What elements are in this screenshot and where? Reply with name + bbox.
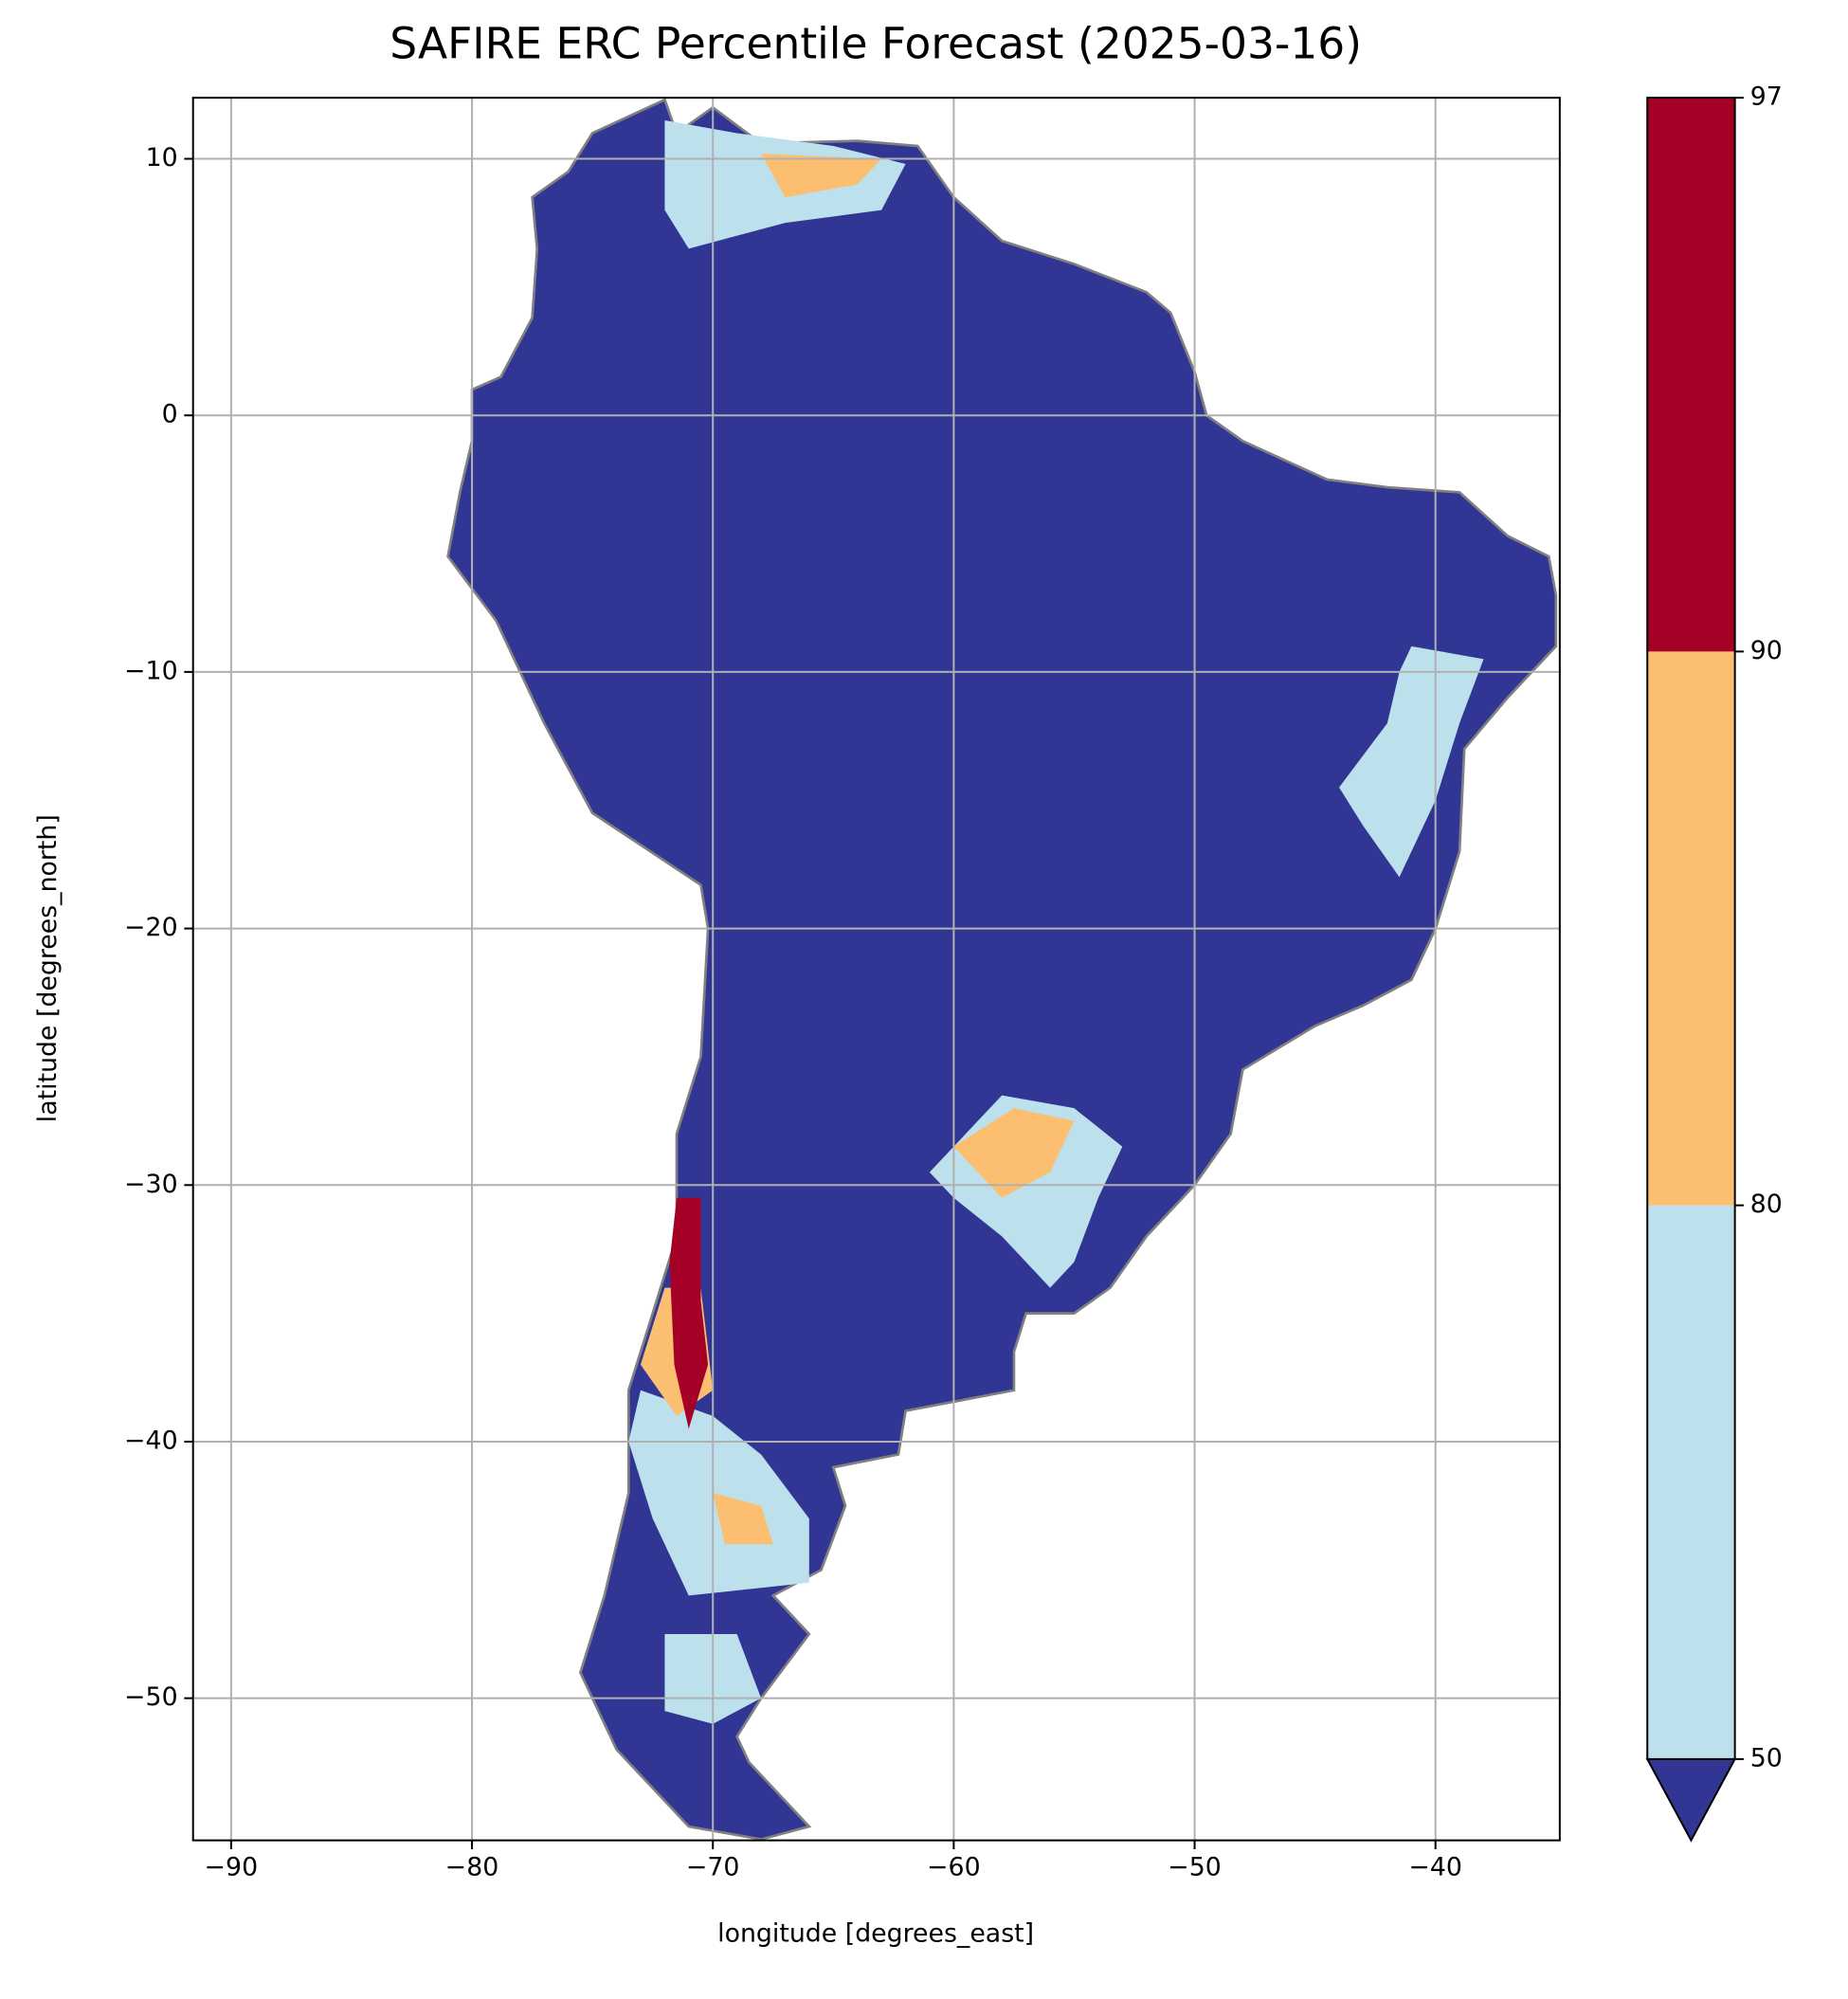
map-region (669, 1197, 709, 1429)
x-tick-label: −90 (205, 1853, 258, 1882)
y-tick-label: 10 (146, 143, 178, 173)
y-axis-label: latitude [degrees_north] (33, 814, 63, 1122)
colorbar-tick-label: 80 (1750, 1190, 1783, 1219)
y-tick-label: −10 (124, 656, 178, 685)
colorbar-under (1645, 1757, 1737, 1843)
map-region (1339, 645, 1484, 878)
y-tick-label: −30 (124, 1170, 178, 1199)
map-region (761, 154, 882, 198)
map-region (953, 1108, 1075, 1198)
y-tick-label: 0 (162, 400, 178, 429)
x-tick-label: −80 (445, 1853, 498, 1882)
colorbar: 50 80 90 97 (1645, 82, 1783, 1843)
ticks: −90 −80 −70 −60 −50 −40 −50 −40 −30 −20 −10 0 10 (124, 143, 1462, 1882)
colorbar-tick-label: 97 (1750, 82, 1783, 112)
grid (192, 98, 1560, 1841)
axes-frame (191, 97, 1561, 1842)
y-tick-label: −20 (124, 913, 178, 942)
colorbar-segment (1647, 651, 1735, 1206)
x-tick-label: −40 (1408, 1853, 1462, 1882)
x-tick-label: −50 (1168, 1853, 1221, 1882)
map-region (446, 98, 1558, 1841)
colorbar-frame (1646, 97, 1736, 1760)
colorbar-segment (1647, 98, 1735, 652)
colorbar-segment (1647, 1205, 1735, 1759)
colorbar-tick-label: 50 (1750, 1743, 1783, 1772)
colorbar-tick-label: 90 (1750, 636, 1783, 665)
map-area (446, 98, 1558, 1841)
y-tick-label: −40 (124, 1426, 178, 1455)
x-axis-label: longitude [degrees_east] (717, 1919, 1034, 1949)
x-tick-label: −60 (927, 1853, 981, 1882)
y-tick-label: −50 (124, 1682, 178, 1712)
map-region (713, 1493, 773, 1545)
x-tick-label: −70 (686, 1853, 740, 1882)
chart-title: SAFIRE ERC Percentile Forecast (2025-03-… (390, 19, 1362, 69)
